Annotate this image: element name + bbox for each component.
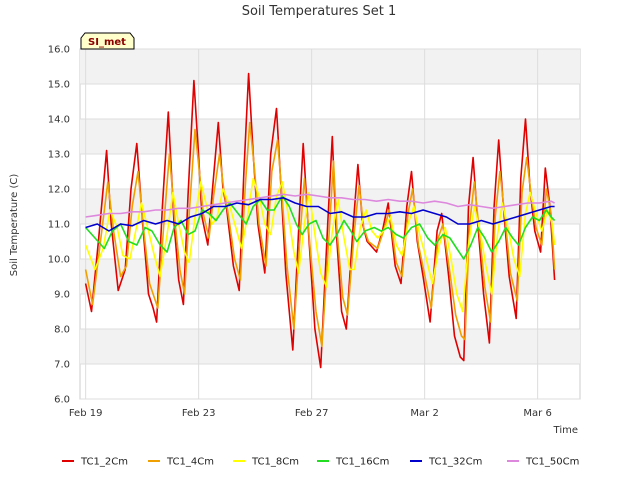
y-tick-label: 14.0 (48, 115, 70, 126)
legend-label: TC1_2Cm (80, 457, 128, 468)
series-lines (84, 72, 556, 369)
legend-label: TC1_16Cm (335, 457, 389, 468)
y-tick-label: 6.0 (54, 395, 70, 406)
plot-band (80, 119, 580, 154)
y-tick-label: 10.0 (48, 255, 70, 266)
y-tick-label: 16.0 (48, 45, 70, 56)
x-tick-label: Feb 27 (295, 408, 329, 419)
plot-band (80, 259, 580, 294)
plot-band (80, 49, 580, 84)
y-tick-label: 9.0 (54, 290, 70, 301)
series-line-tc1-16cm (85, 195, 556, 260)
chart-title: Soil Temperatures Set 1 (242, 4, 397, 19)
legend-label: TC1_4Cm (166, 457, 214, 468)
x-tick-label: Feb 23 (182, 408, 216, 419)
series-line-tc1-8cm (84, 177, 556, 313)
x-tick-label: Mar 6 (523, 408, 551, 419)
legend-label: TC1_8Cm (251, 457, 299, 468)
series-line-tc1-4cm (84, 121, 556, 348)
series-line-tc1-2cm (84, 72, 556, 369)
legend-label: TC1_50Cm (525, 457, 579, 468)
series-line-tc1-50cm (85, 193, 555, 218)
x-axis-label: Time (553, 425, 578, 436)
y-tick-label: 13.0 (48, 150, 70, 161)
y-axis-label: Soil Temperature (C) (9, 174, 20, 277)
badge-box (80, 32, 135, 50)
y-tick-label: 11.0 (48, 220, 70, 231)
y-tick-label: 15.0 (48, 80, 70, 91)
x-axis-ticks: Feb 19 Feb 23 Feb 27 Mar 2 Mar 6 (69, 408, 552, 419)
legend: TC1_2Cm TC1_4Cm TC1_8Cm TC1_16Cm TC1_32Cm TC1… (62, 457, 579, 468)
plot-band (80, 329, 580, 364)
legend-label: TC1_32Cm (428, 457, 482, 468)
station-badge: SI_met (80, 32, 135, 50)
y-tick-label: 7.0 (54, 360, 70, 371)
series-line-tc1-32cm (85, 197, 555, 232)
y-tick-label: 12.0 (48, 185, 70, 196)
y-tick-label: 8.0 (54, 325, 70, 336)
y-axis-ticks: 6.0 7.0 8.0 9.0 10.0 11.0 12.0 13.0 14.0 15.0 16.0 (48, 45, 70, 406)
x-tick-label: Feb 19 (69, 408, 103, 419)
badge-label: SI_met (88, 37, 126, 48)
x-tick-label: Mar 2 (410, 408, 438, 419)
